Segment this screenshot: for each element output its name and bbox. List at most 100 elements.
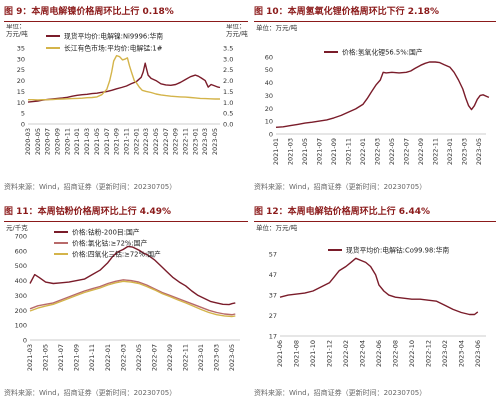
legend-label: 价格:钴粉-200目:国产 bbox=[72, 228, 140, 237]
y2-tick-label: 1.5 bbox=[223, 88, 233, 96]
x-tick-label: 2021-07 bbox=[103, 128, 111, 155]
figure-title: 图 11：本周钴粉价格周环比上行 4.49% bbox=[4, 207, 172, 217]
y-tick-label: 5 bbox=[21, 110, 25, 118]
source-note: 资料来源：Wind，招商证券（更新时间：20230705） bbox=[254, 389, 427, 397]
legend-label: 价格:四氧化三钴:≥72%:国产 bbox=[72, 250, 161, 259]
x-tick-label: 2022-10 bbox=[408, 340, 416, 367]
y-tick-label: 0 bbox=[21, 121, 25, 129]
y2-tick-label: 0.0 bbox=[223, 121, 233, 129]
figure-11-panel: 图 11：本周钴粉价格周环比上行 4.49% 元/千克 0 100 200 300 400… bbox=[4, 204, 248, 400]
unit-label-right: 万元/吨 bbox=[226, 29, 248, 38]
x-tick-label: 2023-01 bbox=[191, 128, 199, 155]
x-tick-label: 2022-11 bbox=[182, 128, 190, 155]
x-tick-label: 2023-01 bbox=[197, 344, 205, 371]
x-tick-label: 2022-09 bbox=[417, 138, 425, 165]
figure-title: 图 10：本周氢氧化锂价格周环比下行 2.18% bbox=[254, 7, 440, 17]
x-tick-label: 2023-05 bbox=[211, 128, 219, 155]
unit-label-left: 单位：万元/吨 bbox=[256, 224, 298, 232]
figure-10-panel: 图 10：本周氢氧化锂价格周环比下行 2.18% 单位：万元/吨 0 10 20 30 4… bbox=[254, 4, 496, 194]
x-tick-label: 2022-12 bbox=[424, 340, 432, 367]
y2-tick-label: 3.5 bbox=[223, 45, 233, 53]
source-note: 资料来源：Wind，招商证券（更新时间：20230705） bbox=[254, 183, 427, 191]
title-rule bbox=[254, 21, 496, 22]
x-tick-label: 2020-09 bbox=[54, 128, 62, 155]
x-tick-label: 2021-06 bbox=[276, 340, 284, 367]
x-tick-label: 2020-07 bbox=[44, 128, 52, 155]
y-tick-label: 15 bbox=[17, 88, 25, 96]
y-tick-label: 30 bbox=[17, 55, 25, 63]
source-note: 资料来源：Wind，招商证券（更新时间：20230705） bbox=[4, 183, 177, 191]
x-tick-label: 2021-12 bbox=[325, 340, 333, 367]
x-tick-label: 2021-05 bbox=[301, 138, 309, 165]
x-tick-label: 2021-03 bbox=[26, 344, 34, 371]
y-tick-label: 50 bbox=[265, 66, 273, 74]
y2-tick-label: 0.5 bbox=[223, 110, 233, 118]
x-tick-label: 2023-03 bbox=[201, 128, 209, 155]
x-tick-label: 2021-10 bbox=[309, 340, 317, 367]
x-tick-label: 2022-07 bbox=[402, 138, 410, 165]
legend-label: 长江有色市场:平均价:电解锰:1# bbox=[64, 44, 163, 53]
x-tick-label: 2021-09 bbox=[73, 344, 81, 371]
series-line bbox=[279, 257, 479, 316]
y-tick-label: 30 bbox=[265, 92, 273, 100]
y-tick-label: 37 bbox=[269, 292, 277, 300]
y-tick-label: 35 bbox=[17, 45, 25, 53]
x-tick-label: 2023-02 bbox=[441, 340, 449, 367]
series-line bbox=[29, 279, 236, 316]
x-tick-label: 2021-09 bbox=[330, 138, 338, 165]
legend-label: 现货平均价:电解钴:Co99.98:华南 bbox=[346, 246, 449, 255]
title-rule bbox=[4, 21, 248, 22]
y-tick-label: 40 bbox=[265, 79, 273, 87]
unit-label-right: 单位： bbox=[226, 24, 246, 30]
x-tick-label: 2022-09 bbox=[166, 344, 174, 371]
y-tick-label: 300 bbox=[15, 292, 27, 300]
figure-title: 图 9：本周电解镍价格周环比上行 0.18% bbox=[4, 7, 174, 17]
figure-title: 图 12：本周电解钴价格周环比上行 6.44% bbox=[254, 207, 431, 217]
series-line bbox=[28, 54, 220, 101]
x-tick-label: 2021-03 bbox=[286, 138, 294, 165]
unit-label-left: 元/千克 bbox=[6, 224, 28, 232]
y2-tick-label: 3.0 bbox=[223, 55, 233, 63]
y2-tick-label: 2.0 bbox=[223, 77, 233, 85]
y-tick-label: 57 bbox=[269, 251, 277, 259]
y-tick-label: 200 bbox=[15, 307, 27, 315]
y-tick-label: 20 bbox=[17, 77, 25, 85]
x-tick-label: 2023-03 bbox=[213, 344, 221, 371]
x-tick-label: 2023-01 bbox=[446, 138, 454, 165]
x-tick-label: 2022-09 bbox=[172, 128, 180, 155]
x-tick-label: 2021-08 bbox=[292, 340, 300, 367]
x-tick-label: 2021-09 bbox=[113, 128, 121, 155]
title-rule bbox=[254, 221, 496, 222]
x-tick-label: 2021-05 bbox=[42, 344, 50, 371]
series-line bbox=[29, 245, 236, 306]
x-tick-label: 2022-07 bbox=[150, 344, 158, 371]
cobalt-powder-chart: 元/千克 0 100 200 300 400 500 600 700 2021-03 2021-05… bbox=[6, 224, 240, 371]
y-tick-label: 17 bbox=[269, 333, 277, 341]
x-tick-label: 2022-08 bbox=[391, 340, 399, 367]
y-tick-label: 10 bbox=[17, 99, 25, 107]
x-tick-label: 2023-06 bbox=[474, 340, 482, 367]
y-tick-label: 700 bbox=[15, 233, 27, 241]
nickel-price-chart: 单位：万元/吨单位：万元/吨051015202530350.00.51.01.5… bbox=[6, 24, 248, 155]
series-line bbox=[29, 280, 236, 318]
x-tick-label: 2022-05 bbox=[388, 138, 396, 165]
x-tick-label: 2022-11 bbox=[182, 344, 190, 371]
x-tick-label: 2022-01 bbox=[359, 138, 367, 165]
x-tick-label: 2022-01 bbox=[132, 128, 140, 155]
x-tick-label: 2023-03 bbox=[460, 138, 468, 165]
unit-label-left: 单位： bbox=[6, 24, 26, 30]
legend-label: 价格:氢氧化锂56.5%:国产 bbox=[342, 48, 423, 57]
x-tick-label: 2022-03 bbox=[373, 138, 381, 165]
x-tick-label: 2021-03 bbox=[83, 128, 91, 155]
x-tick-label: 2022-05 bbox=[135, 344, 143, 371]
y-tick-label: 25 bbox=[17, 66, 25, 74]
legend-label: 价格:氯化钴:≥72%:国产 bbox=[72, 239, 147, 248]
x-tick-label: 2020-05 bbox=[34, 128, 42, 155]
y-tick-label: 27 bbox=[269, 312, 277, 320]
figure-9-panel: 图 9：本周电解镍价格周环比上行 0.18% 单位： 万元/吨 单位： 万元/吨 0 5 1… bbox=[4, 4, 248, 194]
x-tick-label: 2021-01 bbox=[272, 138, 280, 165]
y-tick-label: 20 bbox=[265, 105, 273, 113]
x-tick-label: 2021-11 bbox=[122, 128, 130, 155]
x-tick-label: 2021-05 bbox=[93, 128, 101, 155]
y-tick-label: 0 bbox=[23, 337, 27, 345]
